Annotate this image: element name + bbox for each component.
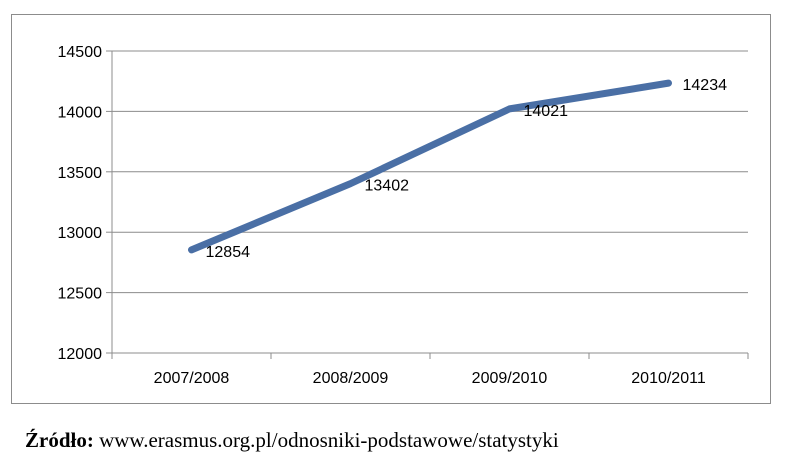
- y-axis-ticks: 12000 12500 13000 13500 14000 14500: [58, 44, 103, 363]
- x-tick-label: 2009/2010: [472, 370, 548, 387]
- y-tick-label: 12000: [58, 346, 103, 363]
- series-line: [188, 79, 672, 254]
- y-tick-label: 14000: [58, 104, 103, 121]
- data-label: 12854: [206, 244, 251, 261]
- y-tick-label: 14500: [58, 44, 103, 61]
- axes: [106, 50, 749, 359]
- data-label: 13402: [365, 178, 410, 195]
- source-url: www.erasmus.org.pl/odnosniki-podstawowe/…: [99, 428, 559, 452]
- data-labels: 12854 13402 14021 14234: [206, 77, 728, 261]
- x-tick-label: 2010/2011: [631, 370, 706, 387]
- y-tick-label: 13000: [58, 225, 103, 242]
- line-chart: 12000 12500 13000 13500 14000 14500 2007/2008…: [58, 44, 749, 387]
- x-tick-label: 2007/2008: [154, 370, 230, 387]
- series-layer: [188, 79, 672, 254]
- source-label: Źródło:: [25, 428, 94, 452]
- data-label: 14021: [524, 103, 569, 120]
- gridlines: [112, 50, 748, 294]
- y-tick-label: 13500: [58, 165, 103, 182]
- x-axis-ticks: 2007/2008 2008/2009 2009/2010 2010/2011: [154, 370, 706, 387]
- data-label: 14234: [683, 77, 728, 94]
- y-tick-label: 12500: [58, 286, 103, 303]
- chart-frame: 12000 12500 13000 13500 14000 14500 2007/2008…: [11, 14, 771, 404]
- x-tick-label: 2008/2009: [313, 370, 389, 387]
- source-caption: Źródło: www.erasmus.org.pl/odnosniki-pod…: [25, 428, 559, 453]
